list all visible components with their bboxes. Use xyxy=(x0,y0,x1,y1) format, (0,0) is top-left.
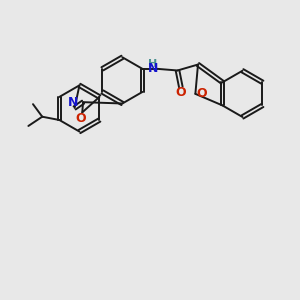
Text: H: H xyxy=(148,58,158,68)
Text: O: O xyxy=(196,87,207,101)
Text: O: O xyxy=(75,112,86,125)
Text: N: N xyxy=(148,62,158,75)
Text: N: N xyxy=(68,95,78,109)
Text: O: O xyxy=(176,86,186,99)
